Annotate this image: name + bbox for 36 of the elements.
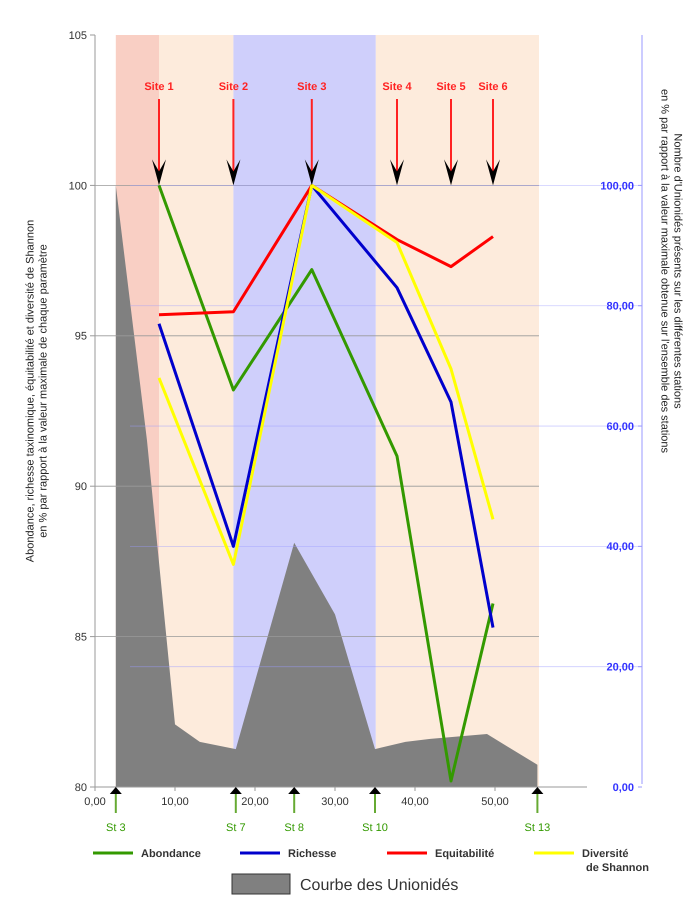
annotation: St 10 xyxy=(362,822,388,834)
y2-axis-title: Nombre d'Unionidés présents sur les différentes stations en % par rapport à la valeur maximale obtenue sur l'ensemble des stations xyxy=(658,88,684,454)
y2-tick-label: 80,00 xyxy=(606,300,634,313)
y2-tick-label: 60,00 xyxy=(606,420,634,433)
annotation: Site 1 xyxy=(144,81,174,93)
annotation: St 8 xyxy=(284,822,304,834)
annotation: Site 2 xyxy=(218,81,248,93)
annotation: St 3 xyxy=(106,822,126,834)
x-tick-label: 50,00 xyxy=(481,796,509,808)
legend-label: Equitabilité xyxy=(435,848,494,860)
y-tick-label: 95 xyxy=(74,330,87,343)
y2-tick-label: 40,00 xyxy=(606,541,634,554)
x-tick-label: 0,00 xyxy=(84,796,106,808)
y-axis-title: Abondance, richesse taxinomique, équitabilité et diversité de Shannon en % par rapport à la valeur maximale de chaque paramètre xyxy=(24,220,50,562)
y2-tick-label: 100,00 xyxy=(600,180,634,192)
annotation: St 7 xyxy=(226,822,246,834)
y2-tick-label: 20,00 xyxy=(606,662,634,674)
annotation: Site 4 xyxy=(382,81,413,93)
y-tick-label: 85 xyxy=(74,631,87,644)
y-tick-label: 80 xyxy=(74,782,87,794)
y2-tick-label: 0,00 xyxy=(612,782,634,794)
legend-label: Richesse xyxy=(288,848,336,860)
legend-label: Abondance xyxy=(141,848,201,860)
x-tick-label: 40,00 xyxy=(401,796,429,808)
y-tick-label: 90 xyxy=(74,481,87,494)
x-tick-label: 10,00 xyxy=(161,796,189,808)
legend-label: Diversité de Shannon xyxy=(582,848,650,874)
y-tick-label: 100 xyxy=(68,180,87,192)
legend-label: Courbe des Unionidés xyxy=(300,877,458,894)
y-tick-label: 105 xyxy=(68,30,87,42)
annotation: St 13 xyxy=(524,822,550,834)
annotation: Site 3 xyxy=(297,81,326,93)
x-tick-label: 30,00 xyxy=(321,796,349,808)
annotation: Site 6 xyxy=(478,81,508,93)
x-tick-label: 20,00 xyxy=(241,796,269,808)
annotation: Site 5 xyxy=(436,81,466,93)
